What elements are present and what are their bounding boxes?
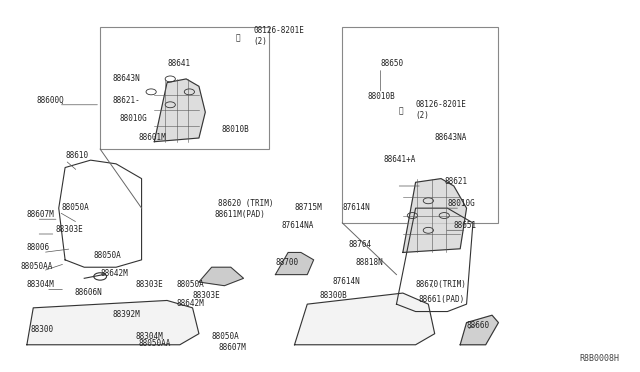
Text: Ⓑ: Ⓑ: [398, 107, 403, 116]
Polygon shape: [294, 293, 435, 345]
Text: 88700: 88700: [275, 258, 298, 267]
Text: 88601M: 88601M: [138, 133, 166, 142]
Text: 88600Q: 88600Q: [36, 96, 64, 105]
Text: 88764: 88764: [349, 240, 372, 249]
Text: 88050AA: 88050AA: [138, 340, 171, 349]
Text: 08126-8201E
(2): 08126-8201E (2): [253, 26, 304, 46]
Polygon shape: [27, 301, 199, 345]
Text: 88010G: 88010G: [119, 114, 147, 123]
Polygon shape: [460, 315, 499, 345]
Polygon shape: [154, 79, 205, 142]
Text: 88607M: 88607M: [218, 343, 246, 352]
Text: 88304M: 88304M: [27, 280, 54, 289]
Text: 88642M: 88642M: [177, 299, 204, 308]
Text: 88050AA: 88050AA: [20, 262, 53, 271]
Text: 88661(PAD): 88661(PAD): [419, 295, 465, 304]
Text: 88715M: 88715M: [294, 203, 323, 212]
Text: 88304M: 88304M: [135, 332, 163, 341]
Text: 88621: 88621: [444, 177, 467, 186]
Polygon shape: [275, 253, 314, 275]
Text: 88010B: 88010B: [221, 125, 249, 134]
Text: 88300: 88300: [30, 325, 53, 334]
Polygon shape: [199, 267, 244, 286]
Text: 88050A: 88050A: [177, 280, 204, 289]
Polygon shape: [403, 179, 467, 253]
Text: 88006: 88006: [27, 243, 50, 253]
Text: 88620 (TRIM): 88620 (TRIM): [218, 199, 273, 208]
Text: 88300B: 88300B: [320, 291, 348, 301]
Text: 88010B: 88010B: [368, 92, 396, 101]
Text: 88651: 88651: [454, 221, 477, 230]
Text: 88303E: 88303E: [135, 280, 163, 289]
Text: 88303E: 88303E: [56, 225, 83, 234]
Text: 88641+A: 88641+A: [384, 155, 416, 164]
Text: 88643NA: 88643NA: [435, 133, 467, 142]
Text: 88670(TRIM): 88670(TRIM): [415, 280, 467, 289]
Text: 88607M: 88607M: [27, 210, 54, 219]
Text: 88641: 88641: [167, 59, 190, 68]
Text: 88392M: 88392M: [113, 310, 141, 319]
Text: 88050A: 88050A: [62, 203, 90, 212]
Text: 88621-: 88621-: [113, 96, 141, 105]
Text: Ⓑ: Ⓑ: [236, 33, 241, 42]
Text: 88010G: 88010G: [447, 199, 475, 208]
Text: 88660: 88660: [467, 321, 490, 330]
Text: 88642M: 88642M: [100, 269, 128, 278]
Text: 08126-8201E
(2): 08126-8201E (2): [415, 100, 467, 119]
Text: 88818N: 88818N: [355, 258, 383, 267]
Text: 88050A: 88050A: [94, 251, 122, 260]
Text: 88650: 88650: [381, 59, 404, 68]
Text: 88303E: 88303E: [193, 291, 220, 301]
Text: 88611M(PAD): 88611M(PAD): [215, 210, 266, 219]
Text: 88606N: 88606N: [75, 288, 102, 297]
Text: 87614NA: 87614NA: [282, 221, 314, 230]
Text: 88610: 88610: [65, 151, 88, 160]
Text: R8B0008H: R8B0008H: [579, 354, 620, 363]
Text: 87614N: 87614N: [342, 203, 370, 212]
Text: 88643N: 88643N: [113, 74, 141, 83]
Text: 87614N: 87614N: [333, 277, 360, 286]
Text: 88050A: 88050A: [212, 332, 239, 341]
